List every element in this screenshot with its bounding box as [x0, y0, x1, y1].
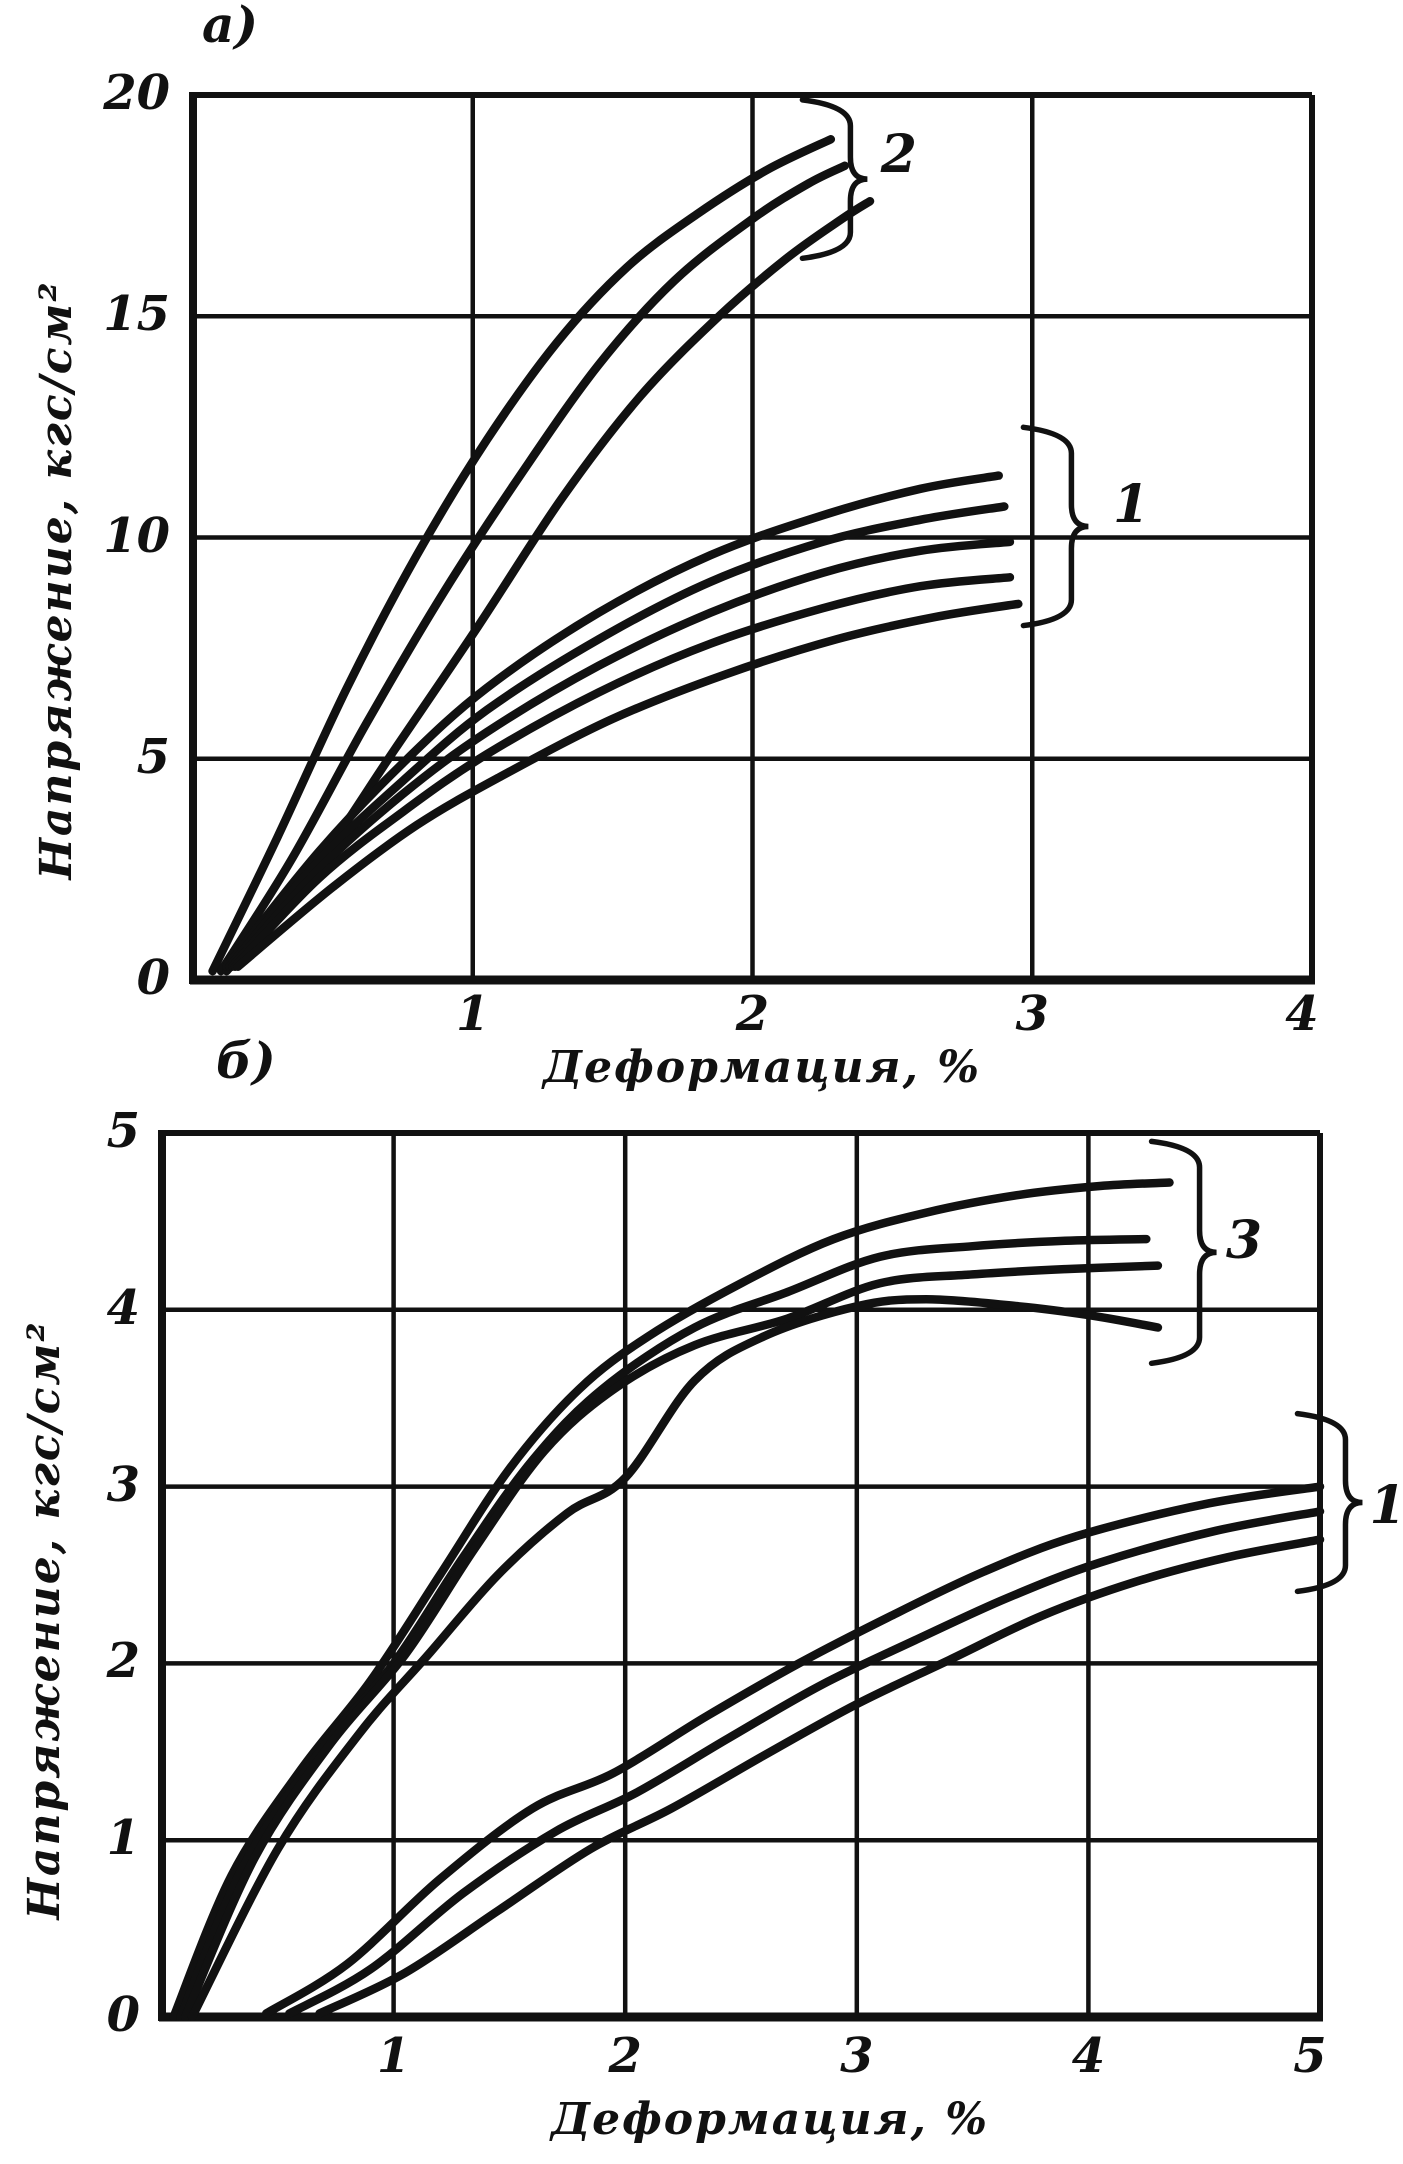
panel-b-x-tick-4: 4	[1071, 2028, 1106, 2084]
panel-a-group-2-curve-1	[208, 135, 836, 976]
panel-a-x-tick-4: 4	[1285, 986, 1319, 1042]
panel-a-x-tick-2: 2	[735, 986, 770, 1042]
panel-a-y-tick-20: 20	[103, 65, 170, 121]
panel-a-y-tick-15: 15	[103, 286, 170, 343]
panel-b-group-3-curve-1	[169, 1178, 1174, 2022]
panel-a-y-tick-0: 0	[136, 950, 170, 1006]
panel-a-group-1-curve-1	[222, 471, 1003, 971]
panel-b-x-tick-1: 1	[376, 2028, 411, 2084]
panel-a-group-2-brace	[799, 97, 868, 262]
panel-b-x-tick-2: 2	[608, 2028, 642, 2084]
panel-b-y-tick-3: 3	[106, 1456, 140, 1513]
panel-b-x-axis-title: Деформация, %	[550, 2094, 990, 2145]
panel-a-group-1-label: 1	[1112, 473, 1150, 535]
panel-a-group-1-curve-2	[225, 502, 1009, 971]
panel-b-y-tick-5: 5	[106, 1103, 140, 1159]
panel-a-x-axis-title: Деформация, %	[542, 1042, 982, 1093]
panel-b-y-tick-4: 4	[106, 1279, 140, 1336]
panel-b-label: б)	[216, 1031, 276, 1090]
panel-b-group-1-brace	[1294, 1410, 1363, 1595]
panel-b-group-3-label: 3	[1225, 1209, 1263, 1271]
panel-a	[189, 92, 1315, 985]
panel-a-x-tick-3: 3	[1015, 986, 1049, 1042]
panel-a-y-tick-10: 10	[103, 507, 170, 564]
panel-b-y-tick-0: 0	[106, 1987, 140, 2043]
panel-a-label: a)	[202, 0, 259, 54]
panel-a-group-2-label: 2	[880, 123, 917, 185]
panel-b-x-tick-3: 3	[840, 2028, 874, 2084]
panel-a-y-tick-5: 5	[136, 728, 170, 785]
panel-a-group-1-curve-5	[233, 599, 1023, 971]
panel-b-group-3-curve-3	[180, 1261, 1163, 2022]
panel-a-x-tick-1: 1	[456, 986, 490, 1042]
panel-b-group-3-curve-4-drooping	[187, 1294, 1163, 2022]
panel-b-y-tick-1: 1	[106, 1810, 140, 1867]
panel-b-group-1-curve-1	[261, 1482, 1325, 2018]
panel-a-y-axis-title: Напряжение, кгс/см²	[31, 280, 82, 880]
panel-b-group-1-curve-2	[285, 1507, 1325, 2018]
panel-a-group-2-curve-2	[216, 161, 850, 976]
panel-a-group-1-curve-4	[230, 573, 1015, 971]
panel-a-group-1-curve-3	[227, 537, 1015, 971]
panel-b-y-tick-2: 2	[106, 1633, 140, 1690]
panel-b-group-1-curve-3	[315, 1535, 1325, 2018]
panel-b-x-tick-5: 5	[1293, 2028, 1327, 2084]
panel-b-group-1-label: 1	[1369, 1474, 1403, 1536]
panel-b	[158, 1130, 1363, 2022]
